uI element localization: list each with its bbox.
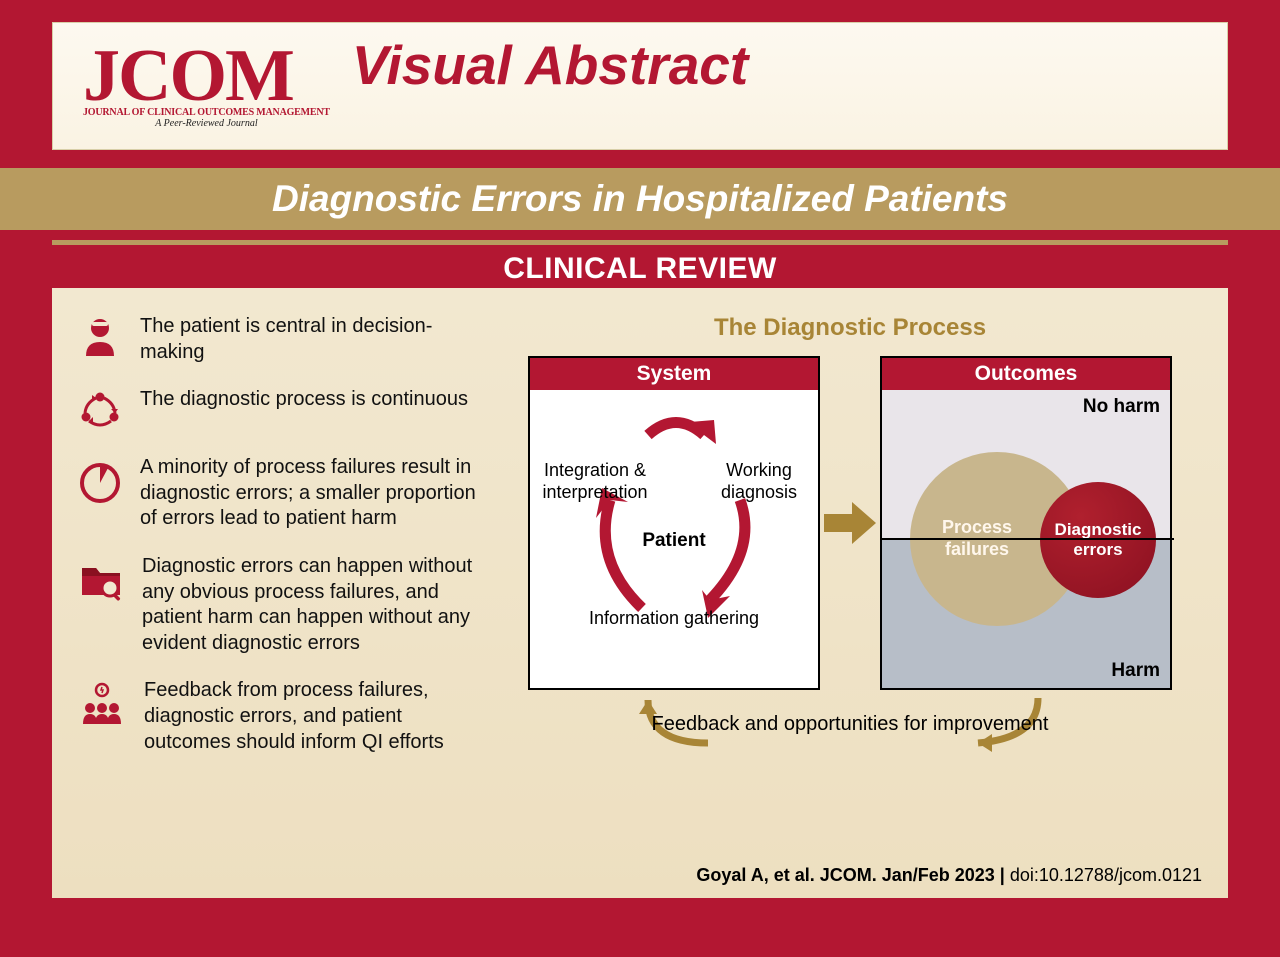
system-panel-head: System (530, 358, 818, 390)
diagram-boxes: System (498, 356, 1202, 690)
label-integration: Integration & interpretation (540, 460, 650, 503)
system-panel-body: Integration & interpretation Working dia… (530, 390, 818, 688)
diagram-title: The Diagnostic Process (498, 314, 1202, 342)
feedback-text: Feedback and opportunities for improveme… (498, 712, 1202, 737)
citation-doi: doi:10.12788/jcom.0121 (1010, 865, 1202, 885)
citation-bold: Goyal A, et al. JCOM. Jan/Feb 2023 | (696, 865, 1009, 885)
outcomes-panel-head: Outcomes (882, 358, 1170, 390)
divider-line (52, 240, 1228, 245)
bullet-item: The diagnostic process is continuous (78, 387, 488, 433)
patient-icon (78, 316, 122, 360)
bullet-text: Feedback from process failures, diagnost… (144, 678, 488, 755)
visual-abstract-title: Visual Abstract (352, 33, 748, 97)
clock-icon (78, 457, 122, 509)
article-title-bar: Diagnostic Errors in Hospitalized Patien… (0, 168, 1280, 230)
bullet-item: Diagnostic errors can happen without any… (78, 554, 488, 656)
header-box: JCOM JOURNAL OF CLINICAL OUTCOMES MANAGE… (52, 22, 1228, 150)
citation: Goyal A, et al. JCOM. Jan/Feb 2023 | doi… (696, 865, 1202, 886)
feedback-row: Feedback and opportunities for improveme… (498, 698, 1202, 778)
label-harm: Harm (1111, 660, 1160, 682)
logo-subtitle-2: A Peer-Reviewed Journal (83, 118, 330, 129)
feedback-group-icon (78, 680, 126, 728)
bullet-text: A minority of process failures result in… (140, 455, 488, 532)
visual-abstract-frame: JCOM JOURNAL OF CLINICAL OUTCOMES MANAGE… (0, 0, 1280, 957)
venn-big-label: Process failures (910, 517, 1044, 560)
feedback-label: Feedback and opportunities for improveme… (652, 713, 1049, 735)
bullet-item: Feedback from process failures, diagnost… (78, 678, 488, 755)
bullet-text: The patient is central in decision-makin… (140, 314, 488, 365)
outcomes-panel-body: No harm Harm Process failures Diagnostic… (882, 390, 1170, 688)
logo-block: JCOM JOURNAL OF CLINICAL OUTCOMES MANAGE… (83, 43, 748, 130)
bullet-item: The patient is central in decision-makin… (78, 314, 488, 365)
bullet-text: Diagnostic errors can happen without any… (142, 554, 488, 656)
diagram-area: The Diagnostic Process System (498, 314, 1202, 886)
logo-main-text: JCOM (83, 43, 330, 110)
section-heading: CLINICAL REVIEW (52, 250, 1228, 288)
label-no-harm: No harm (1083, 396, 1160, 418)
venn-small-label: Diagnostic errors (1040, 520, 1156, 561)
outcomes-panel: Outcomes No harm Harm Process failures D… (880, 356, 1172, 690)
folder-magnify-icon (78, 556, 124, 602)
mid-arrow (820, 356, 880, 690)
bullet-list: The patient is central in decision-makin… (78, 314, 498, 886)
venn-diagnostic-errors: Diagnostic errors (1040, 482, 1156, 598)
system-panel: System (528, 356, 820, 690)
bullet-text: The diagnostic process is continuous (140, 387, 468, 413)
label-patient: Patient (530, 530, 818, 552)
jcom-logo: JCOM JOURNAL OF CLINICAL OUTCOMES MANAGE… (83, 43, 330, 130)
arrow-right-icon (822, 498, 878, 548)
label-working-diagnosis: Working diagnosis (714, 460, 804, 503)
label-information-gathering: Information gathering (530, 608, 818, 630)
logo-subtitle: JOURNAL OF CLINICAL OUTCOMES MANAGEMENT (83, 107, 330, 118)
cycle-icon (78, 389, 122, 433)
content-panel: The patient is central in decision-makin… (52, 288, 1228, 898)
bullet-item: A minority of process failures result in… (78, 455, 488, 532)
